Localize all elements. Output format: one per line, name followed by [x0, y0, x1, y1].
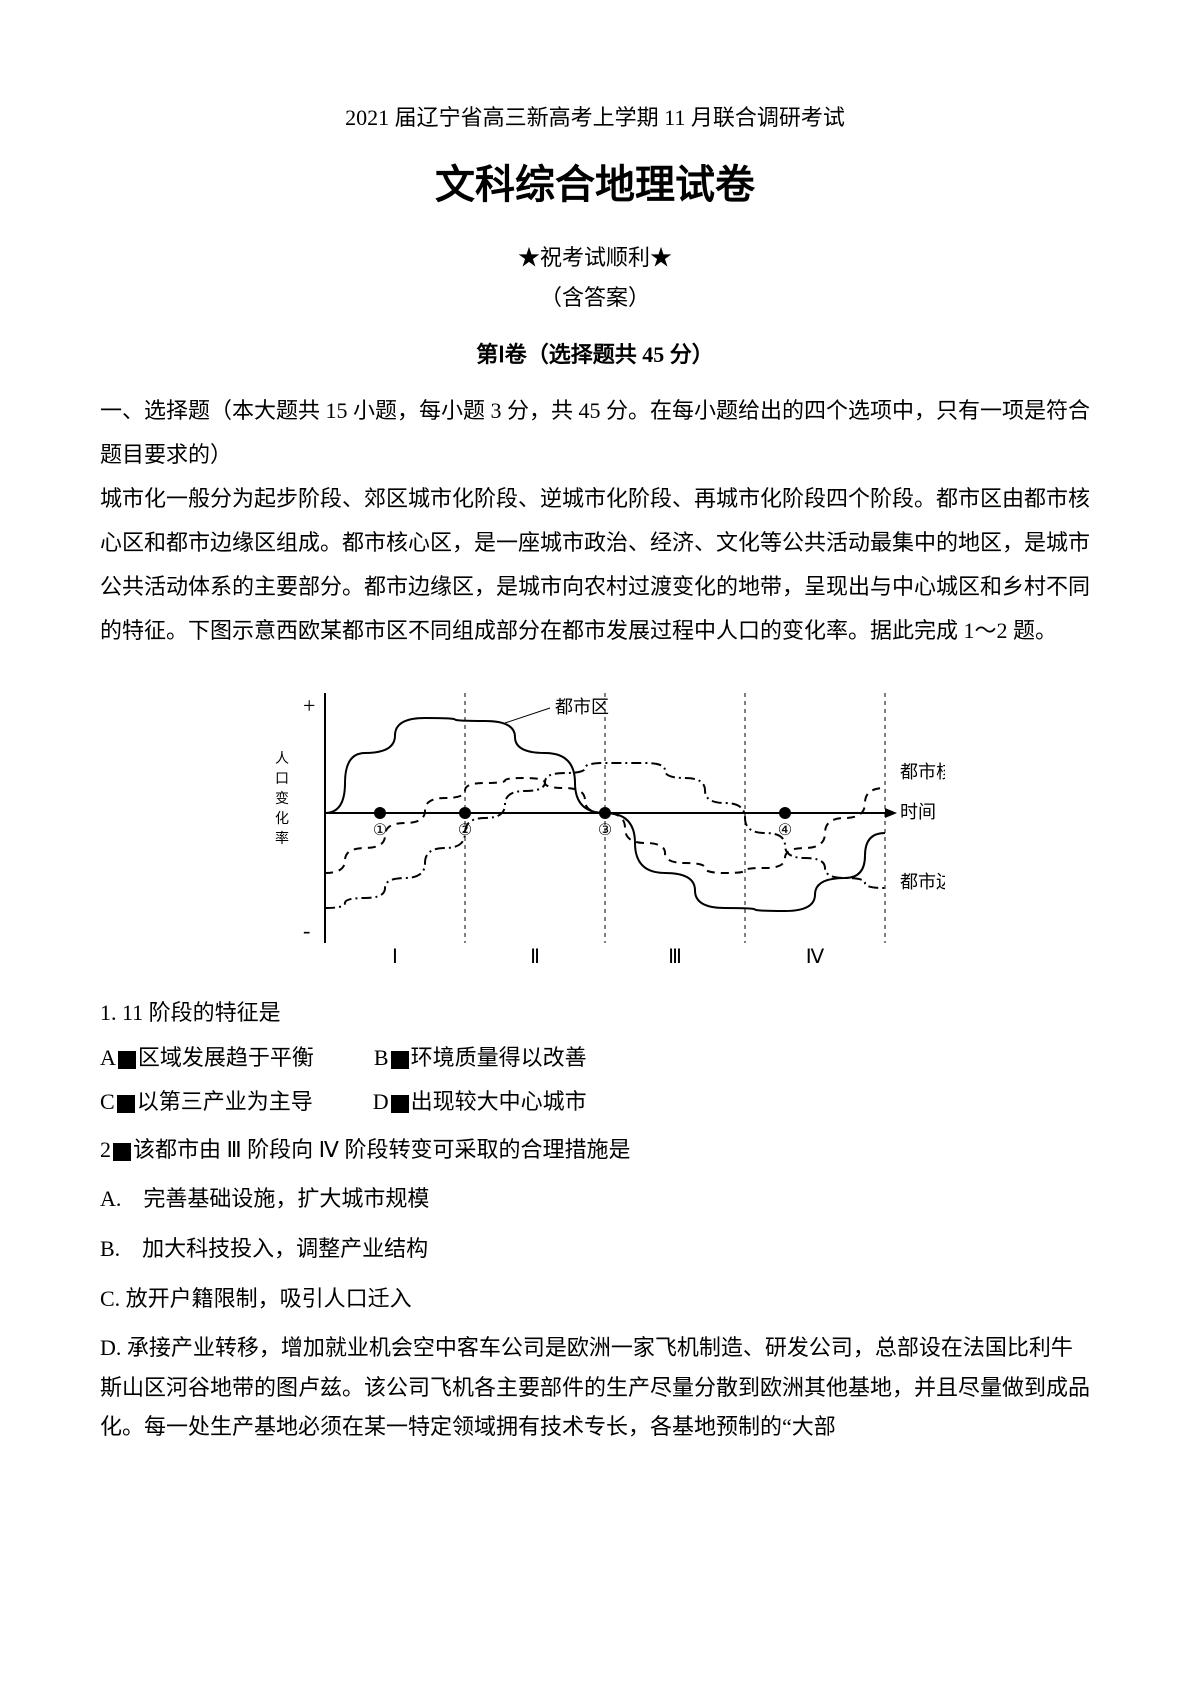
- chart-svg: 人口变化率 + - Ⅰ Ⅱ Ⅲ Ⅳ ① ② ③ ④ 都市区都市核心区时间都市边缘区: [245, 663, 945, 983]
- q1-option-b: B 环境质量得以改善: [374, 1038, 587, 1078]
- svg-text:时间: 时间: [900, 802, 936, 822]
- section-header: 第Ⅰ卷（选择题共 45 分）: [100, 337, 1090, 369]
- svg-text:率: 率: [275, 830, 289, 847]
- q1-row-ab: A 区域发展趋于平衡 B 环境质量得以改善: [100, 1038, 1090, 1078]
- q1-a-prefix: A: [100, 1045, 116, 1070]
- answer-note: （含答案）: [100, 280, 1090, 312]
- svg-text:④: ④: [778, 822, 792, 839]
- q1-stem: 1. 11 阶段的特征是: [100, 993, 1090, 1033]
- svg-text:都市区: 都市区: [555, 697, 609, 717]
- section-instruction: 一、选择题（本大题共 15 小题，每小题 3 分，共 45 分。在每小题给出的四…: [100, 389, 1090, 477]
- exam-wish: ★祝考试顺利★: [100, 240, 1090, 272]
- exam-subtitle: 2021 届辽宁省高三新高考上学期 11 月联合调研考试: [100, 100, 1090, 132]
- svg-text:+: +: [303, 693, 315, 718]
- svg-text:①: ①: [373, 822, 387, 839]
- block-icon: [118, 1051, 136, 1069]
- svg-text:-: -: [303, 918, 310, 943]
- q2-option-b: B. 加大科技投入，调整产业结构: [100, 1229, 1090, 1269]
- population-change-chart: 人口变化率 + - Ⅰ Ⅱ Ⅲ Ⅳ ① ② ③ ④ 都市区都市核心区时间都市边缘区: [245, 663, 945, 983]
- block-icon: [117, 1095, 135, 1113]
- svg-text:人: 人: [275, 751, 289, 767]
- block-icon: [391, 1095, 409, 1113]
- q1-c-prefix: C: [100, 1089, 115, 1114]
- svg-text:化: 化: [275, 811, 289, 827]
- q2-stem-num: 2: [100, 1137, 111, 1162]
- q2-stem: 2 该都市由 Ⅲ 阶段向 Ⅳ 阶段转变可采取的合理措施是: [100, 1130, 1090, 1170]
- svg-text:都市核心区: 都市核心区: [900, 762, 945, 782]
- q1-d-text: 出现较大中心城市: [411, 1089, 587, 1114]
- q1-d-prefix: D: [373, 1089, 389, 1114]
- q2-option-a: A. 完善基础设施，扩大城市规模: [100, 1179, 1090, 1219]
- svg-text:②: ②: [458, 822, 472, 839]
- q2-option-d: D. 承接产业转移，增加就业机会空中客车公司是欧洲一家飞机制造、研发公司，总部设…: [100, 1328, 1090, 1447]
- q1-option-c: C 以第三产业为主导: [100, 1082, 313, 1122]
- svg-text:Ⅳ: Ⅳ: [806, 946, 825, 968]
- passage-text: 城市化一般分为起步阶段、郊区城市化阶段、逆城市化阶段、再城市化阶段四个阶段。都市…: [100, 477, 1090, 653]
- svg-text:口: 口: [275, 772, 289, 787]
- block-icon: [113, 1143, 131, 1161]
- svg-text:都市边缘区: 都市边缘区: [900, 872, 945, 892]
- q1-option-d: D 出现较大中心城市: [373, 1082, 587, 1122]
- svg-text:Ⅰ: Ⅰ: [392, 946, 398, 968]
- q2-stem-text: 该都市由 Ⅲ 阶段向 Ⅳ 阶段转变可采取的合理措施是: [133, 1137, 630, 1162]
- svg-text:变: 变: [275, 791, 289, 807]
- q1-c-text: 以第三产业为主导: [137, 1089, 313, 1114]
- q1-row-cd: C 以第三产业为主导 D 出现较大中心城市: [100, 1082, 1090, 1122]
- block-icon: [391, 1051, 409, 1069]
- svg-text:Ⅱ: Ⅱ: [530, 946, 540, 968]
- q2-option-c: C. 放开户籍限制，吸引人口迁入: [100, 1279, 1090, 1319]
- q1-b-text: 环境质量得以改善: [411, 1045, 587, 1070]
- svg-text:③: ③: [598, 822, 612, 839]
- q1-option-a: A 区域发展趋于平衡: [100, 1038, 314, 1078]
- svg-text:Ⅲ: Ⅲ: [668, 946, 682, 968]
- exam-title: 文科综合地理试卷: [100, 152, 1090, 210]
- q1-a-text: 区域发展趋于平衡: [138, 1045, 314, 1070]
- q1-b-prefix: B: [374, 1045, 389, 1070]
